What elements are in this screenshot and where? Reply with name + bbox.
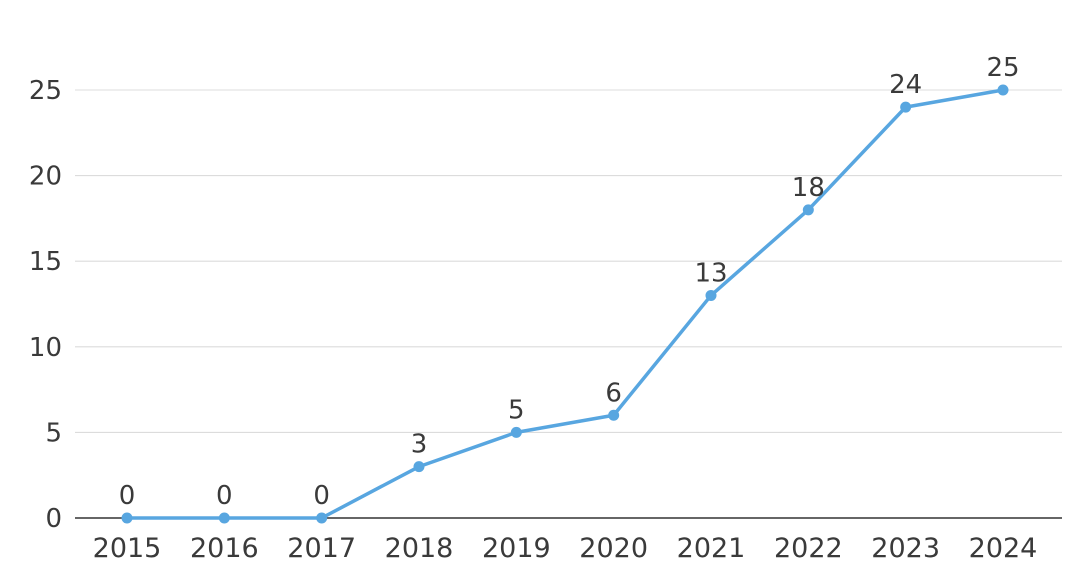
y-axis-tick-label: 25: [29, 76, 62, 106]
x-axis-tick-label: 2023: [871, 533, 940, 564]
data-point-label: 5: [508, 395, 525, 425]
data-point-label: 0: [119, 481, 136, 511]
x-axis-tick-label: 2015: [93, 533, 162, 564]
data-point: [510, 426, 522, 438]
y-axis-tick-label: 20: [29, 162, 62, 192]
data-point: [413, 461, 425, 473]
data-point-label: 0: [216, 481, 233, 511]
data-point: [705, 289, 717, 301]
x-axis-tick-label: 2017: [287, 533, 356, 564]
y-axis-tick-label: 15: [29, 247, 62, 277]
data-point-label: 24: [889, 70, 922, 100]
x-axis-tick-label: 2019: [482, 533, 551, 564]
x-axis-tick-label: 2018: [385, 533, 454, 564]
data-point-label: 13: [694, 258, 727, 288]
data-point: [316, 512, 328, 524]
data-point: [608, 409, 620, 421]
data-point: [218, 512, 230, 524]
data-point-label: 0: [313, 481, 330, 511]
data-point: [121, 512, 133, 524]
x-axis-tick-label: 2022: [774, 533, 843, 564]
y-axis-tick-label: 5: [45, 418, 62, 448]
data-point-label: 18: [792, 173, 825, 203]
data-point-label: 6: [605, 378, 622, 408]
data-point: [900, 101, 912, 113]
y-axis-tick-label: 0: [45, 504, 62, 534]
data-point-label: 25: [986, 53, 1019, 83]
x-axis-tick-label: 2024: [969, 533, 1038, 564]
data-line: [125, 88, 1005, 520]
data-point: [997, 84, 1009, 96]
x-axis-tick-label: 2016: [190, 533, 259, 564]
data-point: [802, 204, 814, 216]
y-axis-tick-label: 10: [29, 333, 62, 363]
x-axis-tick-label: 2020: [579, 533, 648, 564]
x-axis-tick-label: 2021: [677, 533, 746, 564]
data-point-label: 3: [411, 430, 428, 460]
